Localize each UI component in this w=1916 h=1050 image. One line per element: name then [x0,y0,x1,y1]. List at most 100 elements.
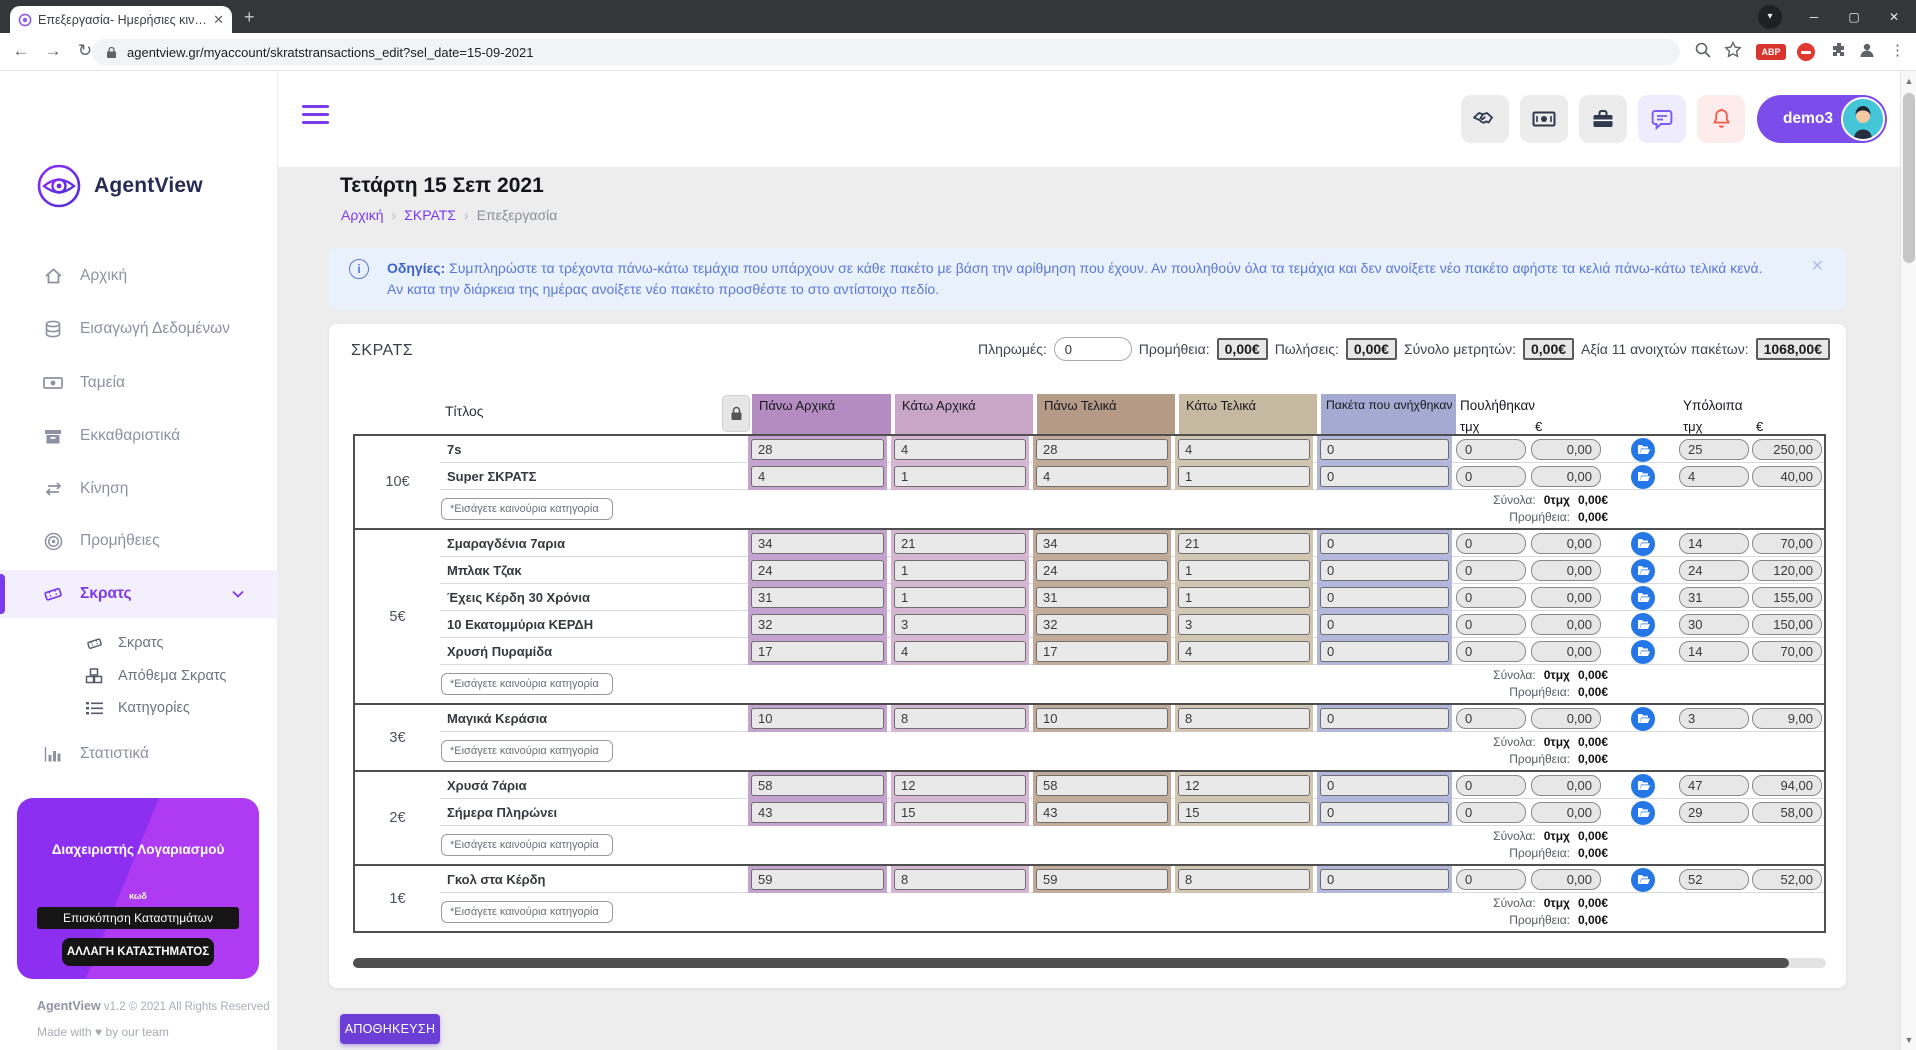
window-close-button[interactable]: ✕ [1888,9,1900,24]
kato-arxika-input[interactable] [894,587,1026,608]
sidebar-item-commissions[interactable]: Προμήθειες [0,517,278,565]
paketa-anixthikan-input[interactable] [1320,533,1449,554]
kato-telika-input[interactable] [1178,533,1310,554]
pano-arxika-input[interactable] [751,466,884,487]
pano-telika-input[interactable] [1036,587,1168,608]
kato-telika-input[interactable] [1178,614,1310,635]
remaining-qty-input[interactable] [1679,439,1749,460]
sidebar-subitem-stock[interactable]: Απόθεμα Σκρατς [0,661,278,691]
abp-extension-icon[interactable]: ABP [1756,44,1786,60]
sold-eur-input[interactable] [1531,641,1601,662]
sold-eur-input[interactable] [1531,708,1601,729]
forward-button[interactable]: → [44,41,62,60]
sidebar-item-cash[interactable]: Ταμεία [0,359,278,407]
menu-dots-icon[interactable]: ⋮ [1890,42,1905,59]
remaining-eur-input[interactable] [1752,802,1822,823]
window-minimize-button[interactable]: ─ [1809,9,1819,24]
pano-telika-input[interactable] [1036,439,1168,460]
sold-eur-input[interactable] [1531,775,1601,796]
kato-arxika-input[interactable] [894,802,1026,823]
kato-telika-input[interactable] [1178,587,1310,608]
messages-button[interactable] [1638,95,1686,143]
remaining-qty-input[interactable] [1679,775,1749,796]
paketa-anixthikan-input[interactable] [1320,466,1449,487]
search-icon[interactable] [1694,41,1712,59]
window-maximize-button[interactable]: ▢ [1848,9,1860,24]
sold-qty-input[interactable] [1456,466,1526,487]
sold-qty-input[interactable] [1456,533,1526,554]
remaining-eur-input[interactable] [1752,614,1822,635]
paketa-anixthikan-input[interactable] [1320,802,1449,823]
blocker-extension-icon[interactable] [1797,43,1815,61]
paketa-anixthikan-input[interactable] [1320,775,1449,796]
pano-telika-input[interactable] [1036,614,1168,635]
sold-eur-input[interactable] [1531,802,1601,823]
cash-button[interactable] [1520,95,1568,143]
sidebar-item-statements[interactable]: Εκκαθαριστικά [0,412,278,460]
paketa-anixthikan-input[interactable] [1320,439,1449,460]
open-package-button[interactable] [1631,437,1655,462]
briefcase-button[interactable] [1579,95,1627,143]
paketa-anixthikan-input[interactable] [1320,587,1449,608]
remaining-eur-input[interactable] [1752,587,1822,608]
kato-arxika-input[interactable] [894,775,1026,796]
remaining-qty-input[interactable] [1679,533,1749,554]
sold-qty-input[interactable] [1456,560,1526,581]
pano-telika-input[interactable] [1036,533,1168,554]
sold-qty-input[interactable] [1456,802,1526,823]
pano-telika-input[interactable] [1036,466,1168,487]
sidebar-item-skrats[interactable]: Σκρατς [0,570,278,618]
remaining-eur-input[interactable] [1752,775,1822,796]
remaining-qty-input[interactable] [1679,641,1749,662]
notifications-button[interactable] [1697,95,1745,143]
pano-telika-input[interactable] [1036,775,1168,796]
pano-arxika-input[interactable] [751,560,884,581]
pano-arxika-input[interactable] [751,587,884,608]
new-tab-button[interactable]: + [244,7,255,27]
sold-eur-input[interactable] [1531,439,1601,460]
remaining-qty-input[interactable] [1679,802,1749,823]
open-package-button[interactable] [1631,464,1655,489]
lock-button[interactable] [722,395,750,432]
paketa-anixthikan-input[interactable] [1320,560,1449,581]
remaining-eur-input[interactable] [1752,641,1822,662]
url-bar[interactable]: agentview.gr/myaccount/skratstransaction… [92,39,1680,65]
breadcrumb-home[interactable]: Αρχική [341,207,384,223]
remaining-eur-input[interactable] [1752,869,1822,890]
pano-arxika-input[interactable] [751,708,884,729]
remaining-qty-input[interactable] [1679,560,1749,581]
pano-telika-input[interactable] [1036,869,1168,890]
partners-button[interactable] [1461,95,1509,143]
save-button[interactable]: ΑΠΟΘΗΚΕΥΣΗ [340,1014,440,1044]
open-package-button[interactable] [1631,773,1655,798]
open-package-button[interactable] [1631,639,1655,664]
scroll-up-arrow[interactable]: ▲ [1904,76,1914,86]
open-package-button[interactable] [1631,706,1655,731]
sold-qty-input[interactable] [1456,587,1526,608]
breadcrumb-skrats[interactable]: ΣΚΡΑΤΣ [404,207,457,223]
kato-arxika-input[interactable] [894,614,1026,635]
kato-telika-input[interactable] [1178,708,1310,729]
sold-qty-input[interactable] [1456,708,1526,729]
kato-arxika-input[interactable] [894,641,1026,662]
remaining-qty-input[interactable] [1679,466,1749,487]
kato-telika-input[interactable] [1178,802,1310,823]
pano-arxika-input[interactable] [751,614,884,635]
sold-qty-input[interactable] [1456,869,1526,890]
media-controls-icon[interactable]: ▾ [1758,4,1782,29]
menu-toggle-button[interactable] [302,105,329,129]
vertical-scrollbar[interactable]: ▲ ▼ [1900,71,1916,1050]
kato-telika-input[interactable] [1178,439,1310,460]
new-category-input[interactable] [441,498,613,520]
scroll-down-arrow[interactable]: ▼ [1904,1035,1914,1045]
open-package-button[interactable] [1631,612,1655,637]
sidebar-item-home[interactable]: Αρχική [0,252,278,300]
sold-qty-input[interactable] [1456,775,1526,796]
kato-telika-input[interactable] [1178,775,1310,796]
kato-arxika-input[interactable] [894,466,1026,487]
kato-arxika-input[interactable] [894,439,1026,460]
remaining-qty-input[interactable] [1679,708,1749,729]
remaining-eur-input[interactable] [1752,533,1822,554]
kato-arxika-input[interactable] [894,869,1026,890]
sold-eur-input[interactable] [1531,466,1601,487]
